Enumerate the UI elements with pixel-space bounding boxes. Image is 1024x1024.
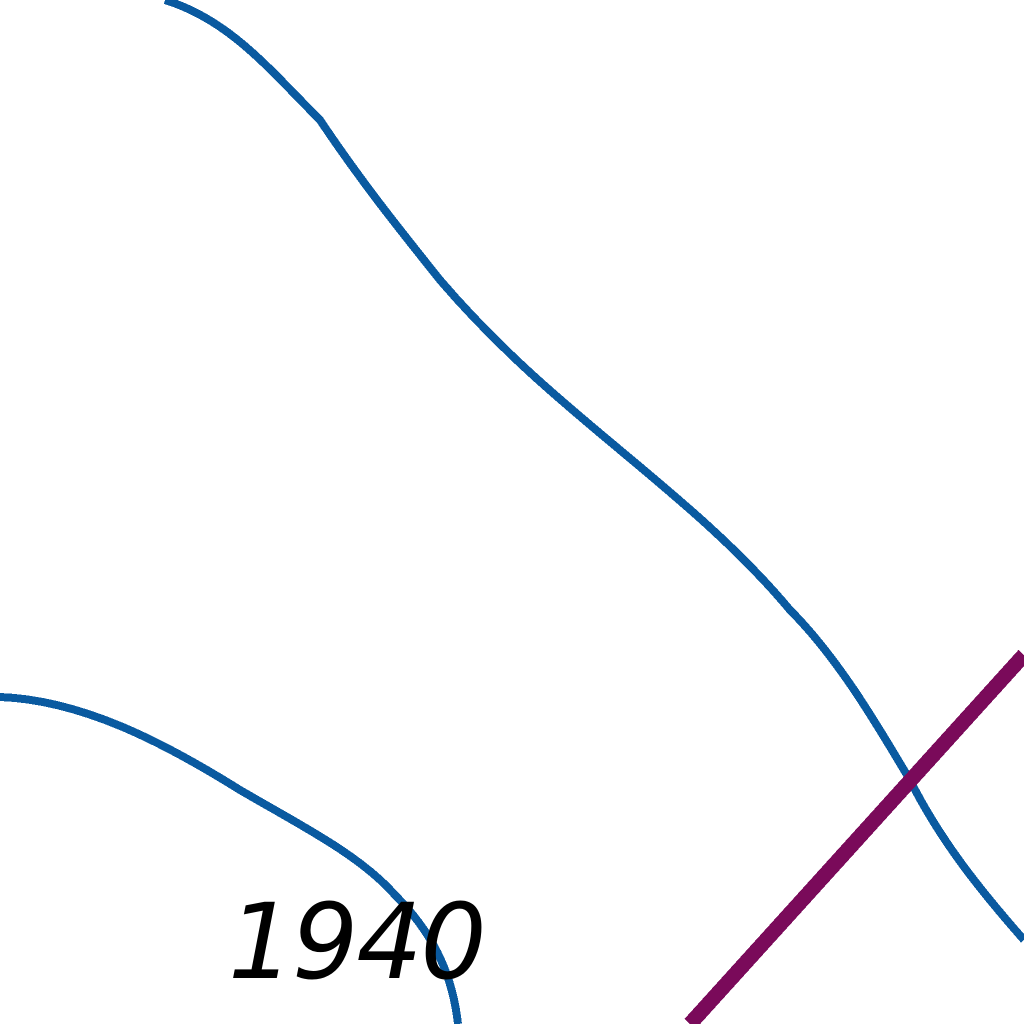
- boundary-line: [684, 649, 1024, 1024]
- contour-label: 1940: [228, 881, 485, 1003]
- contour-line-lower: [0, 693, 462, 1024]
